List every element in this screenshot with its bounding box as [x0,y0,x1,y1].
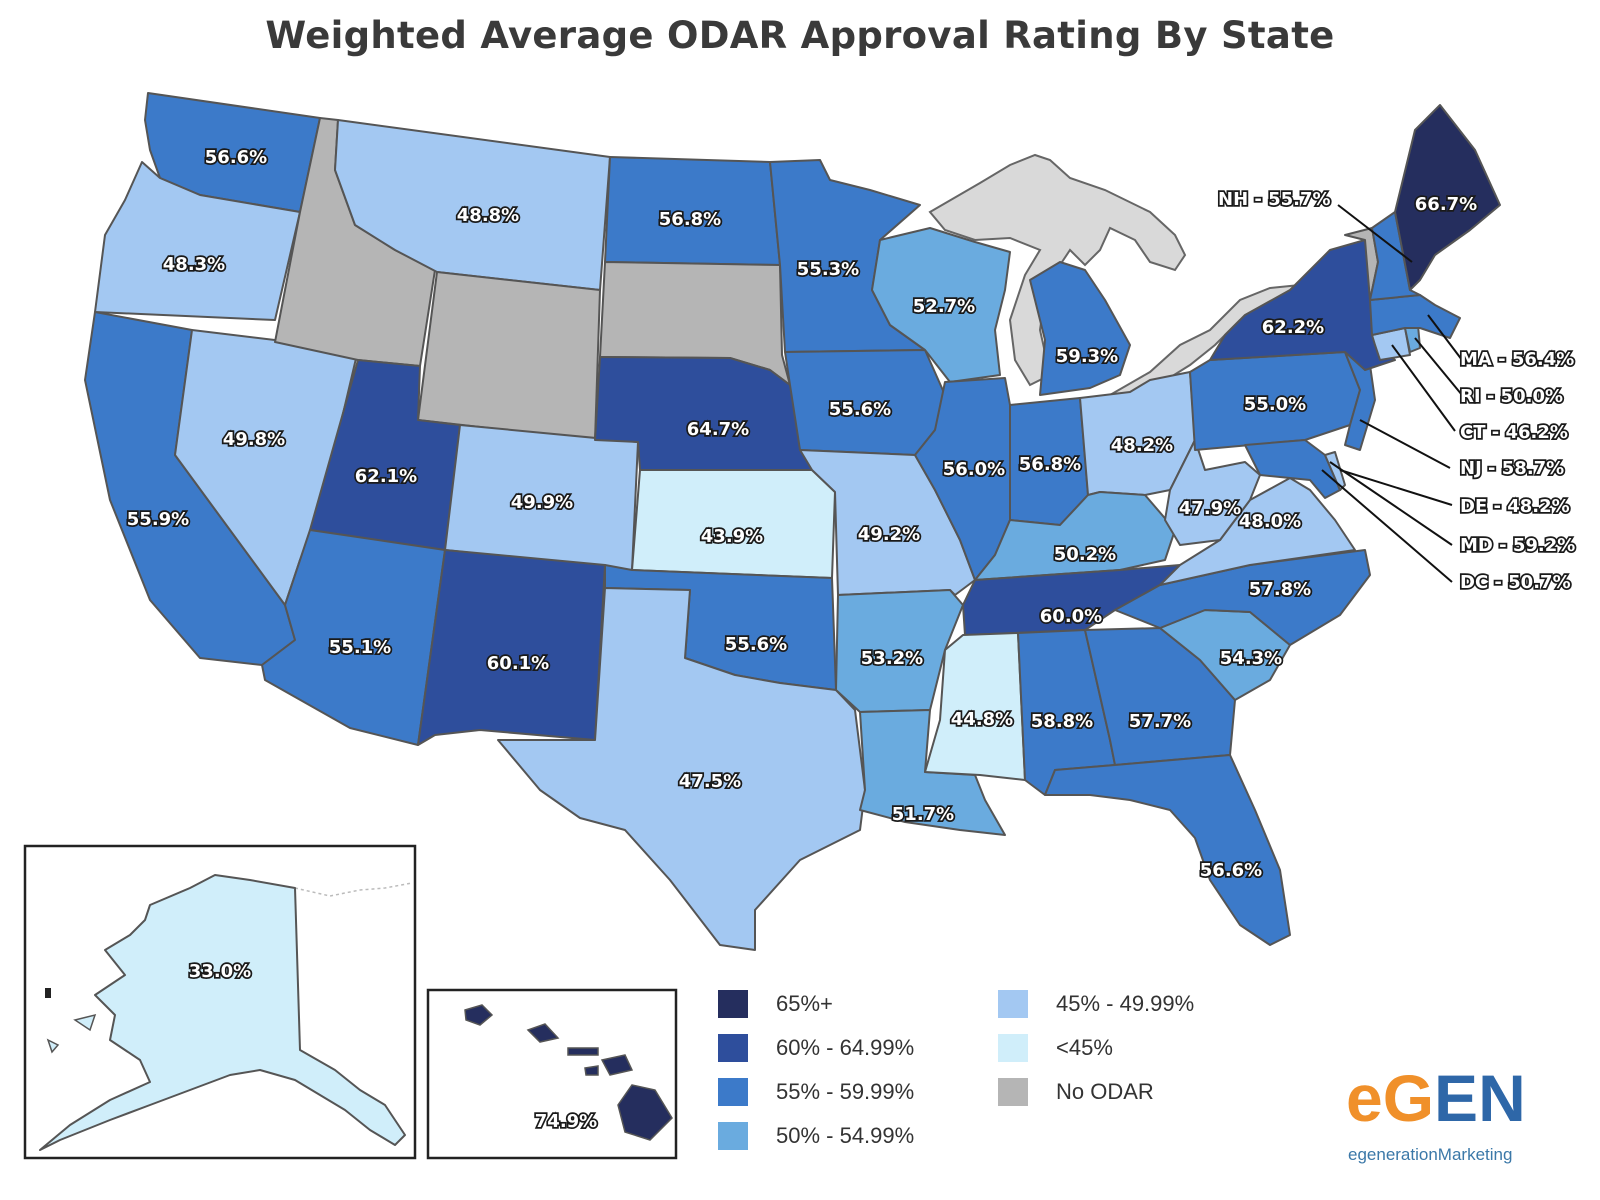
label-wa: 56.6% [205,147,267,168]
island-oahu [526,1023,560,1043]
state-mi [1029,261,1131,396]
label-la: 51.7% [892,804,954,825]
callout-md: MD - 59.2% [1460,535,1575,556]
label-oh: 48.2% [1111,435,1173,456]
callout-de: DE - 48.2% [1460,496,1570,517]
legend-swatch [718,1122,748,1150]
legend: 65%+ 60% - 64.99% 55% - 59.99% 50% - 54.99%… [718,990,1194,1150]
callouts: NH - 55.7% MA - 56.4% RI - 50.0% CT - 46… [1216,187,1577,594]
island-hawaii [617,1084,673,1141]
island-maui [600,1054,634,1076]
label-co: 49.9% [511,492,573,513]
callout-nh: NH - 55.7% [1218,189,1331,210]
label-pa: 55.0% [1244,394,1306,415]
state-ks [631,469,836,579]
logo-subtitle: egenerationMarketing [1348,1145,1513,1164]
label-fl: 56.6% [1200,860,1262,881]
legend-label: 55% - 59.99% [776,1079,914,1104]
label-sc: 54.3% [1220,648,1282,669]
state-or [94,161,301,321]
label-mt: 48.8% [457,205,519,226]
label-va: 48.0% [1239,511,1301,532]
legend-label: <45% [1056,1035,1113,1060]
logo-part1: eG [1346,1061,1435,1135]
state-wv [1164,439,1261,546]
legend-swatch [998,1078,1028,1106]
label-hi: 74.9% [535,1111,597,1132]
label-ks: 43.9% [701,526,763,547]
legend-label: 60% - 64.99% [776,1035,914,1060]
label-ms: 44.8% [951,709,1013,730]
state-fl [1044,754,1291,946]
label-me: 66.7% [1415,194,1477,215]
label-az: 55.1% [329,637,391,658]
label-al: 58.8% [1031,711,1093,732]
label-il: 56.0% [943,459,1005,480]
label-ky: 50.2% [1054,544,1116,565]
state-de [1324,451,1346,491]
legend-label: 45% - 49.99% [1056,991,1194,1016]
callout-leaders [1321,204,1463,583]
egen-logo: eGEN egenerationMarketing [1346,1065,1556,1175]
island-lanai [584,1065,599,1076]
label-nd: 56.8% [659,209,721,230]
state-nj [1344,351,1376,451]
label-ca: 55.9% [127,509,189,530]
callout-nj: NJ - 58.7% [1460,458,1564,479]
island-molokai [567,1047,599,1056]
callout-ma: MA - 56.4% [1460,349,1574,370]
label-ne: 64.7% [687,419,749,440]
label-or: 48.3% [163,254,225,275]
callout-ct: CT - 46.2% [1460,422,1568,443]
label-tn: 60.0% [1040,606,1102,627]
callout-dc: DC - 50.7% [1460,572,1571,593]
label-wi: 52.7% [913,296,975,317]
legend-label: No ODAR [1056,1079,1154,1104]
legend-swatch [998,990,1028,1018]
callout-ri: RI - 50.0% [1460,386,1563,407]
state-ar [835,589,964,713]
label-nv: 49.8% [223,429,285,450]
state-wi [871,227,1011,383]
label-ut: 62.1% [355,466,417,487]
label-ia: 55.6% [829,399,891,420]
label-ga: 57.7% [1129,711,1191,732]
logo-part2: EN [1434,1061,1526,1135]
state-me [1394,104,1501,291]
legend-swatch [718,1078,748,1106]
label-mn: 55.3% [797,259,859,280]
legend-label: 65%+ [776,991,833,1016]
label-nm: 60.1% [487,653,549,674]
legend-swatch [718,1034,748,1062]
label-mi: 59.3% [1056,346,1118,367]
legend-label: 50% - 54.99% [776,1123,914,1148]
label-in: 56.8% [1019,454,1081,475]
state-tx [497,587,866,951]
label-ok: 55.6% [725,634,787,655]
hawaii-inset: 74.9% [426,988,678,1160]
state-md [1244,439,1341,499]
state-nm [417,549,606,746]
label-ak: 33.0% [189,961,251,982]
state-ak [39,874,406,1151]
legend-swatch [718,990,748,1018]
state-labels: 56.6% 48.3% 48.8% 56.8% 55.3% 52.7% 59.3… [125,145,1479,882]
island-kauai [464,1004,494,1026]
label-nc: 57.8% [1249,579,1311,600]
legend-swatch [998,1034,1028,1062]
label-ar: 53.2% [861,648,923,669]
label-tx: 47.5% [679,771,741,792]
label-ny: 62.2% [1262,317,1324,338]
label-wv: 47.9% [1179,498,1241,519]
label-mo: 49.2% [858,524,920,545]
map-title: Weighted Average ODAR Approval Rating By… [265,14,1335,57]
state-wy [417,271,601,441]
alaska-inset: 33.0% [23,844,417,1160]
state-va [1159,477,1356,586]
